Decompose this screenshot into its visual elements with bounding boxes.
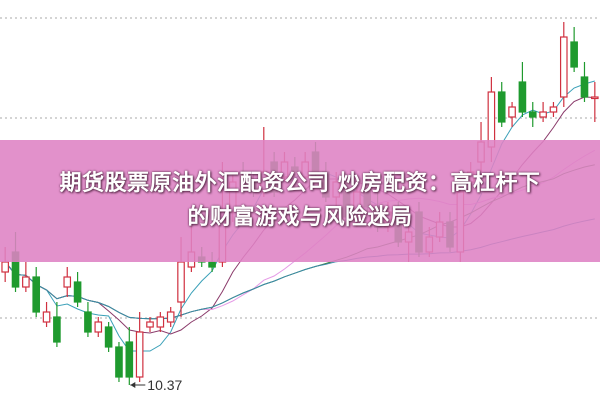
candle-body <box>146 321 154 328</box>
candle-body <box>73 281 82 303</box>
candle-body <box>508 106 516 118</box>
candle-body <box>125 341 134 378</box>
candle-body <box>156 316 165 328</box>
candle-body <box>559 36 568 98</box>
low-price-label: 10.37 <box>147 377 182 393</box>
candle-body <box>94 321 103 333</box>
candle-body <box>487 91 496 148</box>
candle-body <box>115 346 123 378</box>
candle-body <box>518 81 527 113</box>
title-line-1: 期货股票原油外汇配资公司 炒房配资：高杠杆下 <box>59 171 541 196</box>
candle-body <box>580 76 589 98</box>
candle-body <box>528 111 537 118</box>
candle-body <box>549 106 558 113</box>
candle-body <box>63 276 72 288</box>
candle-body <box>166 311 175 323</box>
candle-body <box>104 326 113 348</box>
candle-body <box>208 261 216 268</box>
candle-body <box>539 111 547 118</box>
candle-body <box>53 316 61 343</box>
candle-body <box>497 91 506 123</box>
title-banner: 期货股票原油外汇配资公司 炒房配资：高杠杆下 的财富游戏与风险迷局 <box>0 140 600 262</box>
candle-body <box>177 261 185 303</box>
candle-body <box>22 276 30 288</box>
candle-body <box>1 261 9 273</box>
title-line-2: 的财富游戏与风险迷局 <box>187 205 413 230</box>
candle-body <box>570 41 578 68</box>
candle-body <box>42 311 51 323</box>
candle-body <box>32 276 41 313</box>
candle-body <box>591 96 599 100</box>
candle-body <box>135 331 144 378</box>
candle-body <box>84 311 92 333</box>
low-marker-arrow <box>130 382 136 388</box>
